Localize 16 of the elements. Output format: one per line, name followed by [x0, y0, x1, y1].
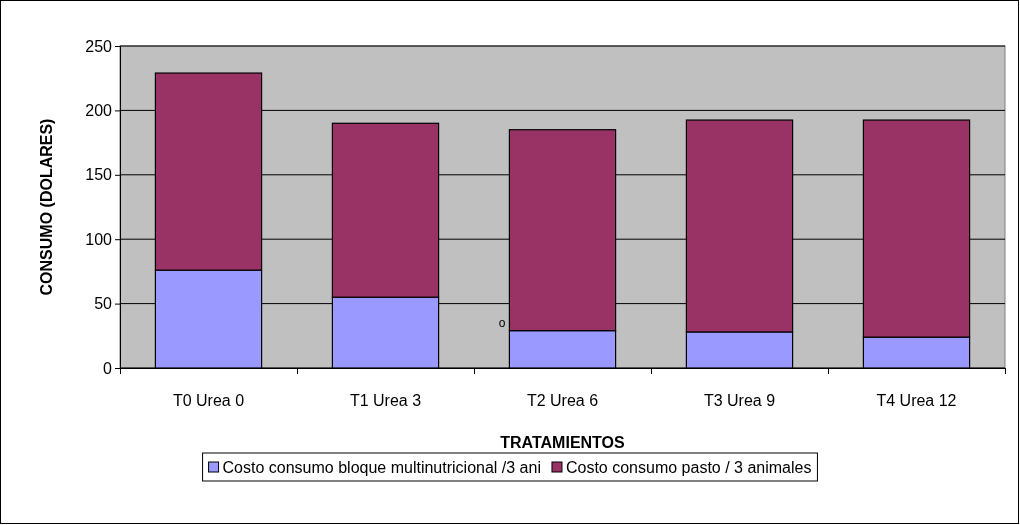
y-tick-label: 200: [85, 102, 113, 120]
y-tick-label: 150: [85, 166, 113, 184]
x-tick-label: T0 Urea 0: [172, 392, 245, 409]
x-tick-label: T1 Urea 3: [349, 392, 422, 409]
y-tick-label: 250: [85, 37, 113, 55]
y-tick-label: 0: [103, 359, 113, 377]
y-tick-label: 100: [85, 230, 113, 248]
x-tick-label: T3 Urea 9: [703, 392, 776, 409]
legend-label: Costo consumo pasto / 3 animales: [565, 459, 812, 476]
y-axis-title: CONSUMO (DOLARES): [38, 118, 55, 296]
y-tick-label: 50: [94, 295, 113, 313]
legend-label: Costo consumo bloque multinutricional /3 ani: [222, 459, 541, 476]
annotation: o: [498, 316, 506, 331]
x-tick-label: T4 Urea 12: [876, 392, 957, 409]
x-axis-title: TRATAMIENTOS: [500, 434, 626, 451]
x-tick-label: T2 Urea 6: [526, 392, 599, 409]
